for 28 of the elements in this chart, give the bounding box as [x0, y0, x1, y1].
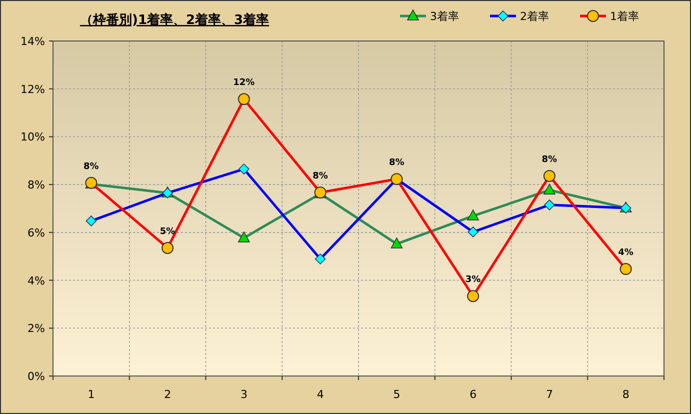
y-tick-label: 12%	[20, 82, 45, 96]
x-tick-label: 5	[393, 388, 400, 401]
legend-label: 2着率	[520, 10, 549, 23]
data-label: 12%	[233, 78, 255, 88]
chart-title: （枠番別)1着率、2着率、3着率	[80, 12, 270, 28]
data-label: 8%	[84, 162, 99, 172]
y-tick-label: 10%	[20, 130, 45, 144]
y-tick-label: 6%	[28, 226, 45, 240]
data-label: 8%	[389, 158, 404, 168]
y-tick-label: 0%	[28, 370, 45, 383]
y-tick-label: 14%	[20, 35, 45, 48]
x-tick-label: 2	[164, 388, 172, 401]
x-tick-label: 6	[470, 388, 477, 401]
y-tick-label: 4%	[28, 274, 45, 288]
data-label: 5%	[160, 226, 176, 237]
legend-label: 3着率	[430, 10, 459, 23]
data-label: 3%	[465, 275, 481, 286]
x-tick-label: 4	[316, 388, 324, 401]
legend-label: 1着率	[610, 10, 639, 23]
x-tick-label: 1	[88, 388, 95, 401]
y-tick-label: 8%	[28, 178, 45, 192]
data-label: 8%	[312, 171, 328, 182]
x-tick-label: 7	[546, 388, 553, 401]
x-tick-label: 8	[622, 388, 630, 401]
x-tick-label: 3	[240, 388, 248, 401]
y-tick-label: 2%	[28, 322, 45, 336]
data-label: 4%	[618, 248, 634, 258]
data-label: 8%	[542, 154, 558, 165]
